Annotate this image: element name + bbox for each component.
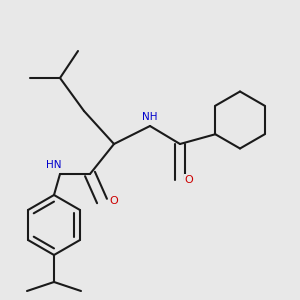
Text: NH: NH [142,112,158,122]
Text: O: O [184,175,194,185]
Text: HN: HN [46,160,62,170]
Text: O: O [110,196,118,206]
